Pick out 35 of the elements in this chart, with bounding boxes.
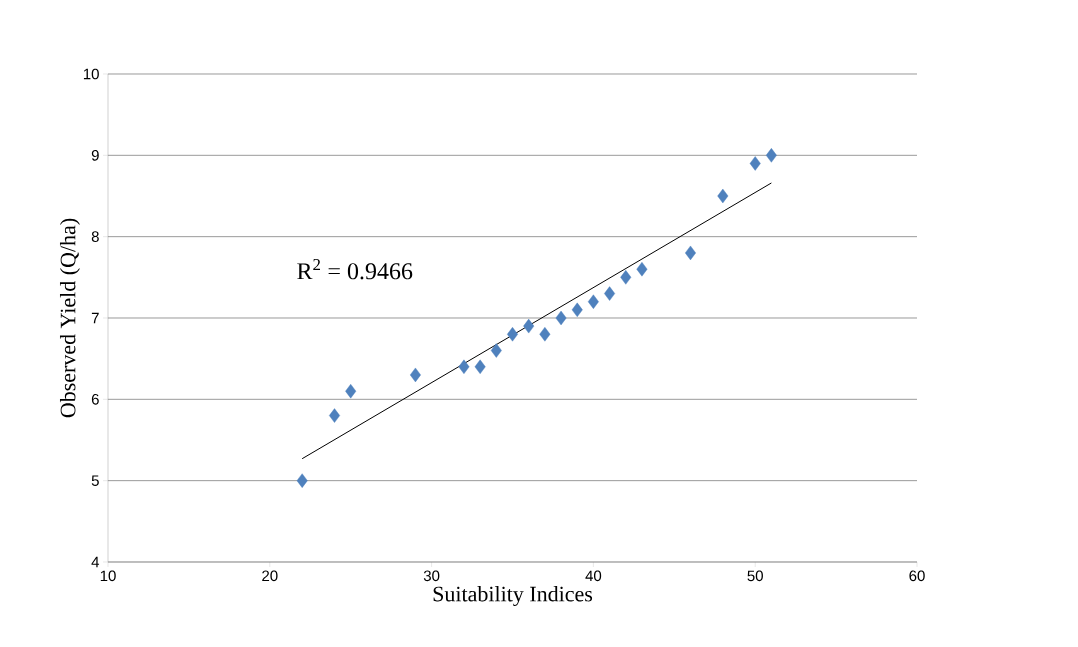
point bbox=[458, 359, 470, 374]
point bbox=[555, 310, 567, 326]
point bbox=[507, 327, 518, 342]
point bbox=[490, 343, 502, 358]
x-tick-label: 60 bbox=[909, 570, 925, 582]
point bbox=[539, 327, 551, 342]
y-tick-label: 7 bbox=[91, 312, 99, 324]
y-tick-label: 10 bbox=[83, 68, 99, 80]
y-tick-label: 4 bbox=[91, 556, 100, 568]
point bbox=[587, 294, 599, 309]
point bbox=[636, 261, 648, 277]
point bbox=[717, 188, 729, 204]
x-tick-label: 10 bbox=[100, 570, 116, 582]
x-axis-title: Suitability Indices bbox=[433, 586, 593, 607]
point bbox=[329, 408, 340, 423]
point bbox=[523, 318, 535, 334]
y-tick-label: 6 bbox=[91, 394, 99, 405]
y-tick-label: 8 bbox=[91, 231, 99, 242]
point bbox=[409, 367, 421, 383]
point bbox=[604, 286, 616, 301]
point bbox=[749, 156, 761, 171]
x-tick-label: 50 bbox=[747, 570, 763, 582]
y-axis-title: Observed Yield (Q/ha) bbox=[59, 218, 80, 418]
y-tick-label: 9 bbox=[91, 150, 99, 161]
x-tick-label: 30 bbox=[423, 570, 440, 582]
point bbox=[474, 359, 486, 374]
x-tick-label: 40 bbox=[585, 570, 602, 582]
x-tick-label: 20 bbox=[262, 570, 278, 582]
point bbox=[345, 383, 357, 399]
point bbox=[571, 302, 583, 318]
annotation: R$^{2}$ = 0.9466 bbox=[297, 258, 413, 280]
point bbox=[296, 473, 308, 488]
point bbox=[620, 270, 632, 285]
y-tick-label: 5 bbox=[91, 475, 99, 486]
point bbox=[765, 148, 777, 163]
